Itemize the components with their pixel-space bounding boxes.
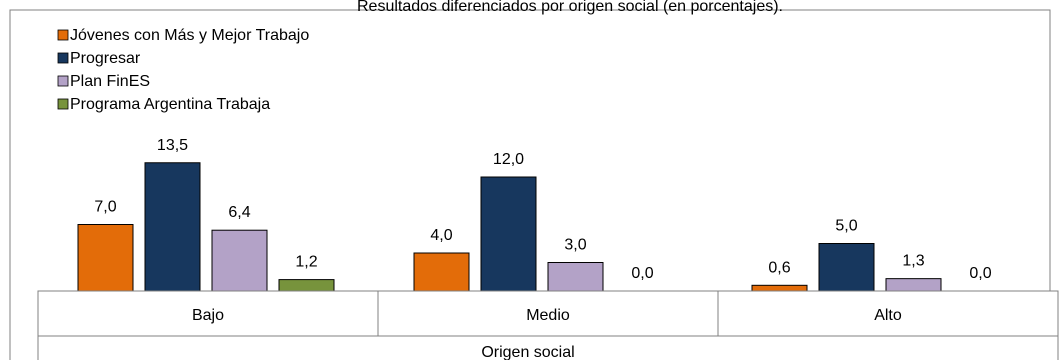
legend-swatch-fines (57, 75, 69, 87)
category-label-alto: Alto (874, 307, 902, 324)
legend-item-fines: Plan FinES (57, 73, 150, 90)
value-label-alto-progresar: 5,0 (835, 218, 857, 235)
bars-group (77, 162, 942, 292)
value-label-alto-j-venes-con-m-s-y-mejor-trabajo: 0,6 (768, 259, 790, 276)
legend-swatch-progresar (57, 52, 69, 64)
bar-bajo-plan-fines (211, 229, 268, 292)
value-label-medio-progresar: 12,0 (493, 151, 524, 168)
value-labels-group: 7,0 13,5 6,4 1,2 4,0 12,0 3,0 0,0 0,6 5,0 1,3 0,0 (94, 137, 991, 282)
value-label-alto-programa-argentina-trabaja: 0,0 (969, 265, 991, 282)
legend-item-argentina-trabaja: Programa Argentina Trabaja (57, 96, 270, 113)
category-labels-group: Bajo Medio Alto (192, 307, 902, 324)
legend: Jóvenes con Más y Mejor Trabajo Progresa… (57, 27, 309, 113)
bar-alto-progresar (818, 243, 875, 292)
bar-medio-j-venes-con-m-s-y-mejor-trabajo (413, 252, 470, 292)
bar-bajo-j-venes-con-m-s-y-mejor-trabajo (77, 224, 134, 292)
legend-label-fines: Plan FinES (70, 73, 150, 90)
value-label-bajo-progresar: 13,5 (157, 137, 188, 154)
value-label-medio-j-venes-con-m-s-y-mejor-trabajo: 4,0 (430, 227, 452, 244)
value-label-medio-plan-fines: 3,0 (564, 237, 586, 254)
legend-swatch-argentina-trabaja (57, 98, 69, 110)
value-label-bajo-plan-fines: 6,4 (228, 204, 250, 221)
bar-bajo-programa-argentina-trabaja (278, 279, 335, 292)
bar-medio-progresar (480, 176, 537, 292)
chart-title: Resultados diferenciados por origen soci… (357, 0, 783, 15)
value-label-bajo-j-venes-con-m-s-y-mejor-trabajo: 7,0 (94, 199, 116, 216)
legend-label-progresar: Progresar (70, 50, 141, 67)
category-label-medio: Medio (526, 307, 570, 324)
value-label-alto-plan-fines: 1,3 (902, 253, 924, 270)
value-label-bajo-programa-argentina-trabaja: 1,2 (295, 254, 317, 271)
legend-swatch-jovenes (57, 29, 69, 41)
bar-bajo-progresar (144, 162, 201, 292)
legend-label-argentina-trabaja: Programa Argentina Trabaja (70, 96, 270, 113)
category-label-bajo: Bajo (192, 307, 224, 324)
value-label-medio-programa-argentina-trabaja: 0,0 (631, 265, 653, 282)
legend-item-jovenes: Jóvenes con Más y Mejor Trabajo (57, 27, 309, 44)
x-axis-title: Origen social (481, 344, 574, 360)
bar-medio-plan-fines (547, 262, 604, 292)
bar-alto-j-venes-con-m-s-y-mejor-trabajo (751, 284, 808, 292)
category-axis-box (37, 290, 1059, 360)
bar-alto-plan-fines (885, 278, 942, 292)
legend-item-progresar: Progresar (57, 50, 141, 67)
legend-label-jovenes: Jóvenes con Más y Mejor Trabajo (70, 27, 309, 44)
